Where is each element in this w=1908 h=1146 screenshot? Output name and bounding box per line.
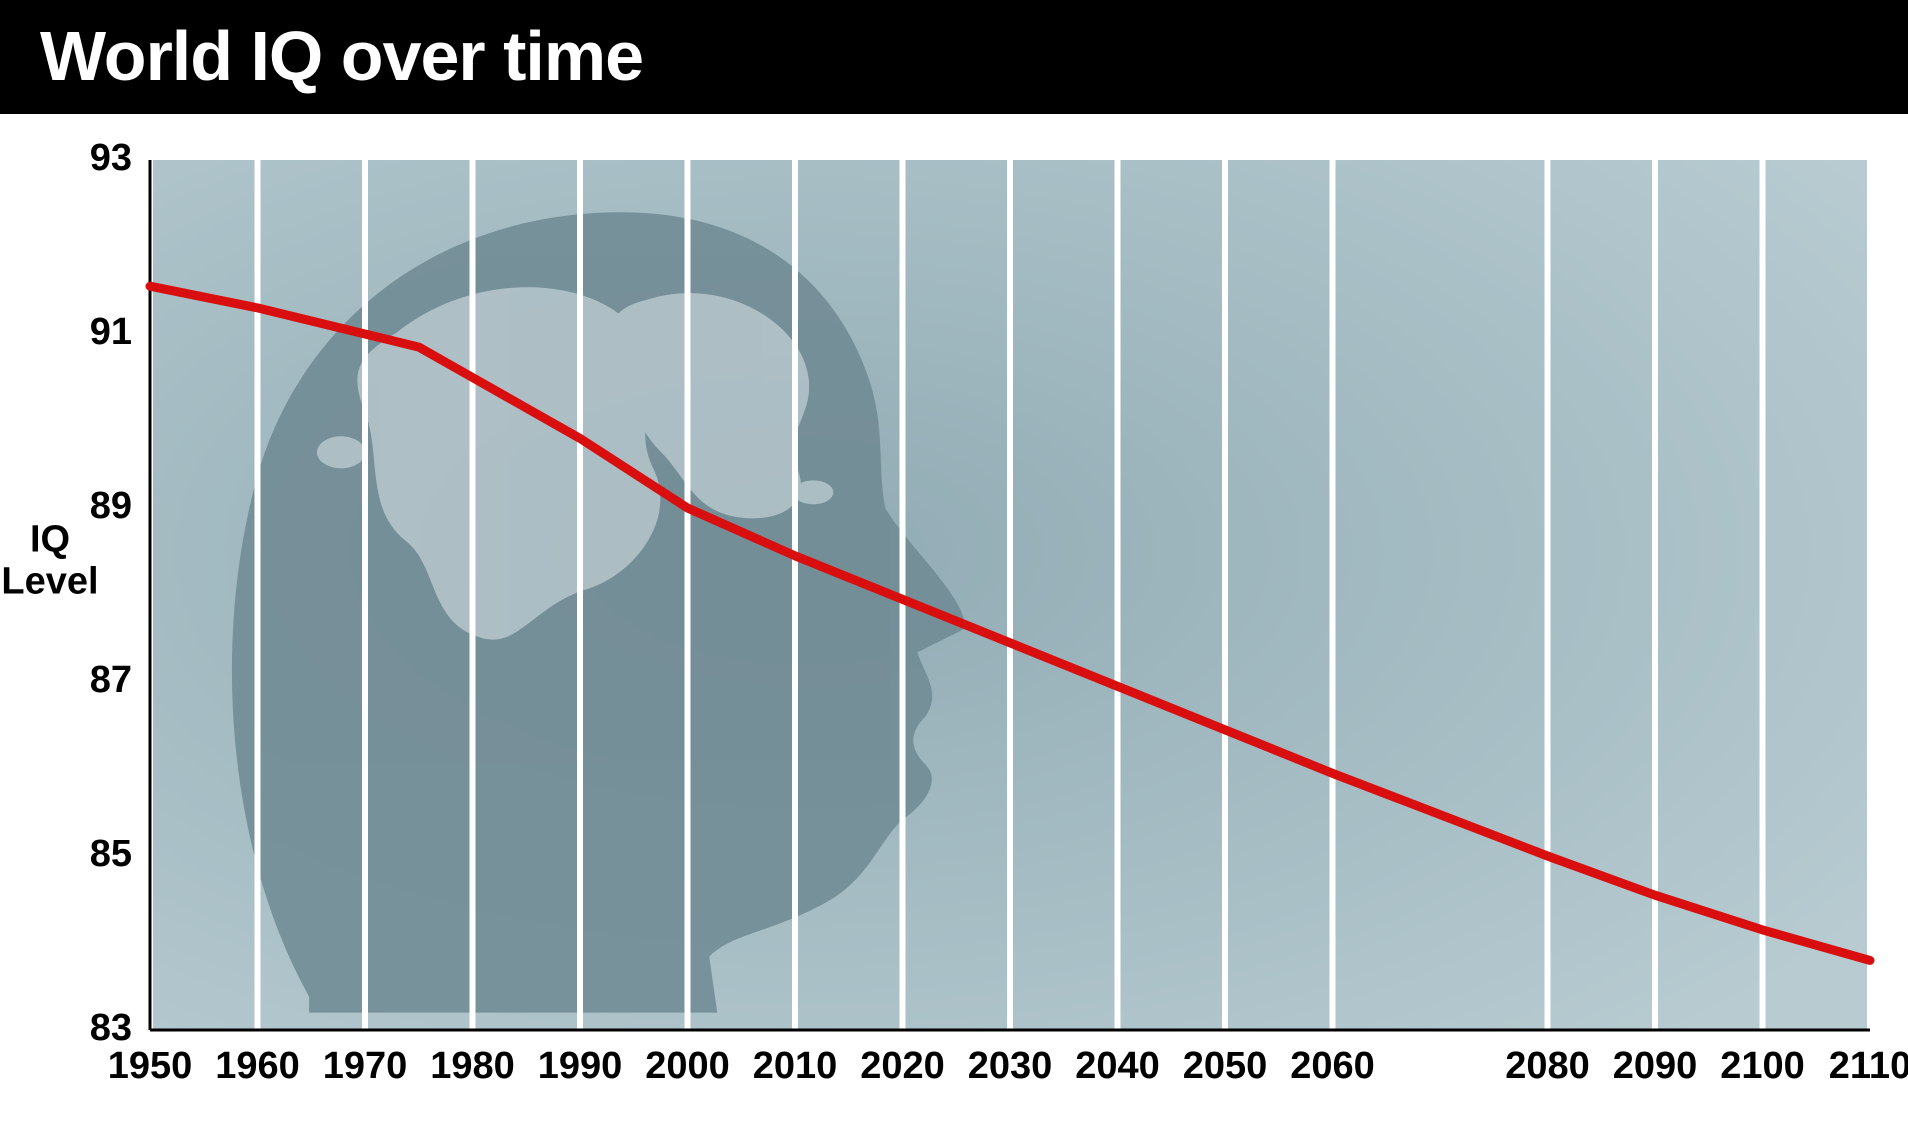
y-tick-label: 87 <box>90 659 132 701</box>
page-root: World IQ over time 838587899193IQLevel19… <box>0 0 1908 1146</box>
x-tick-label: 2030 <box>968 1045 1053 1087</box>
y-tick-label: 89 <box>90 485 132 527</box>
y-tick-label: 85 <box>90 833 132 875</box>
x-tick-label: 1990 <box>538 1045 623 1087</box>
x-tick-label: 1980 <box>430 1045 515 1087</box>
line-chart: 83 85 87 89 91 93 IQLevel 1950 1960 1970 1980 1990 2… <box>0 0 1908 1146</box>
x-tick-label: 2000 <box>645 1045 730 1087</box>
y-axis-label: IQ <box>30 519 70 561</box>
chart-container: 83 85 87 89 91 93 IQLevel 1950 1960 1970 1980 1990 2… <box>0 0 1908 1146</box>
x-tick-label: 1960 <box>215 1045 300 1087</box>
x-tick-label: 2110 <box>1829 1045 1908 1087</box>
x-tick-label: 2080 <box>1505 1045 1590 1087</box>
x-tick-label: 2010 <box>753 1045 838 1087</box>
y-tick-label: 93 <box>90 137 132 179</box>
x-tick-label: 2090 <box>1613 1045 1698 1087</box>
x-tick-label: 2050 <box>1183 1045 1268 1087</box>
x-tick-label: 2020 <box>860 1045 945 1087</box>
y-axis-label: Level <box>1 560 98 602</box>
x-tick-label: 2060 <box>1290 1045 1375 1087</box>
y-tick-label: 83 <box>90 1007 132 1049</box>
x-tick-label: 2100 <box>1720 1045 1805 1087</box>
y-tick-label: 91 <box>90 311 132 353</box>
x-tick-label: 1950 <box>108 1045 193 1087</box>
x-tick-label: 1970 <box>323 1045 408 1087</box>
x-tick-label: 2040 <box>1075 1045 1160 1087</box>
